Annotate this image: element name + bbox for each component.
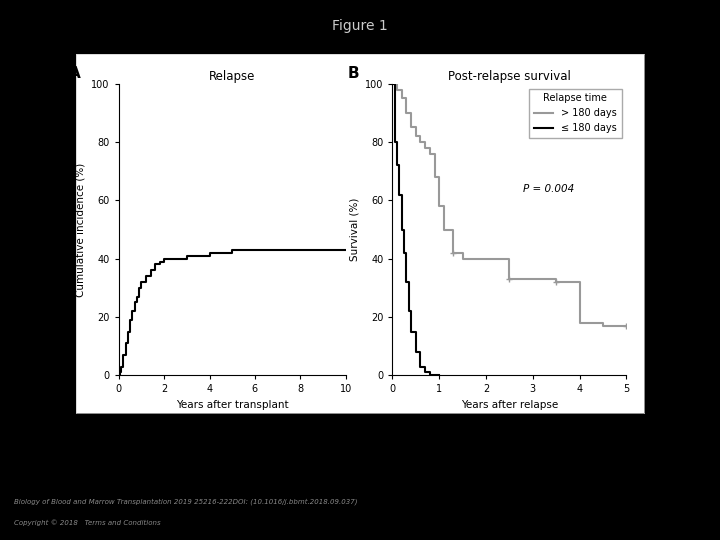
X-axis label: Years after transplant: Years after transplant	[176, 400, 289, 410]
Text: Copyright © 2018   Terms and Conditions: Copyright © 2018 Terms and Conditions	[14, 520, 161, 526]
Text: B: B	[348, 66, 359, 81]
Y-axis label: Survival (%): Survival (%)	[349, 198, 359, 261]
Text: A: A	[69, 66, 81, 81]
Y-axis label: Cumulative incidence (%): Cumulative incidence (%)	[76, 163, 86, 296]
Legend: > 180 days, ≤ 180 days: > 180 days, ≤ 180 days	[529, 89, 621, 138]
Text: P = 0.004: P = 0.004	[523, 184, 575, 194]
Text: Figure 1: Figure 1	[332, 19, 388, 33]
X-axis label: Years after relapse: Years after relapse	[461, 400, 558, 410]
Title: Relapse: Relapse	[209, 70, 256, 83]
Title: Post-relapse survival: Post-relapse survival	[448, 70, 571, 83]
Text: Biology of Blood and Marrow Transplantation 2019 25216-222DOI: (10.1016/j.bbmt.2: Biology of Blood and Marrow Transplantat…	[14, 498, 358, 505]
